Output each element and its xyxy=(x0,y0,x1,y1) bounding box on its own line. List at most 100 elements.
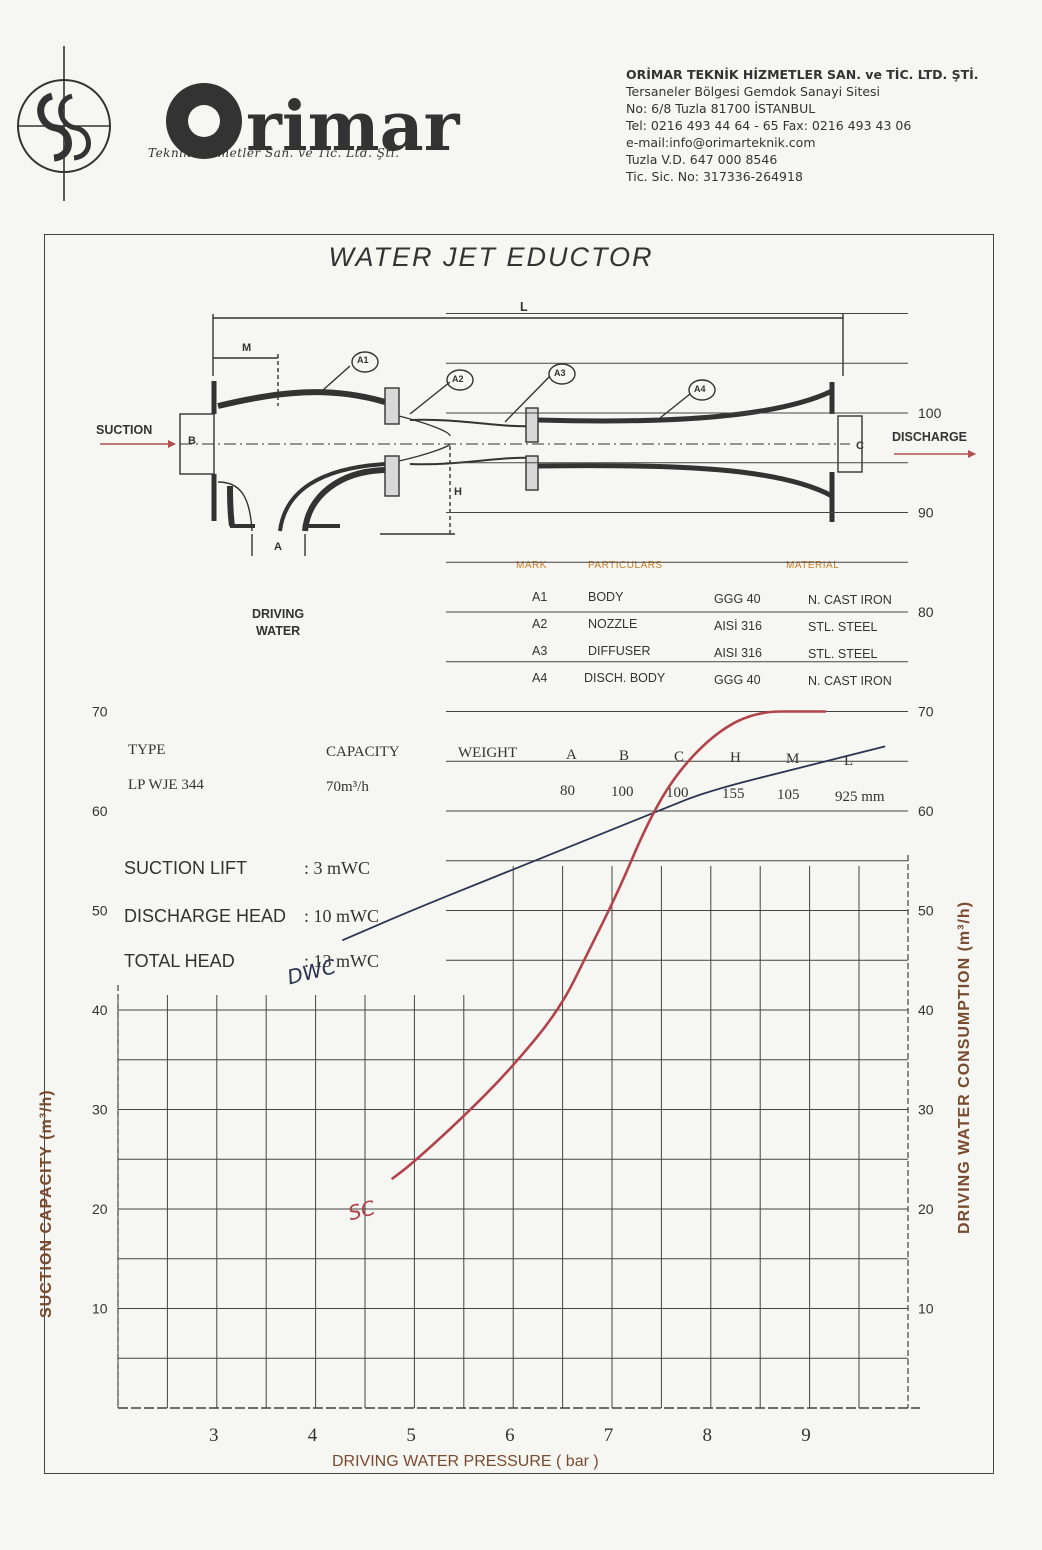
y-left-tick-label: 10 xyxy=(92,1301,108,1317)
y-right-tick-label: 10 xyxy=(918,1301,934,1317)
company-email: e-mail:info@orimarteknik.com xyxy=(626,135,816,150)
company-phone: Tel: 0216 493 44 64 - 65 Fax: 0216 493 4… xyxy=(626,118,912,133)
spec-header-m: M xyxy=(786,751,800,767)
y-left-tick-label: 20 xyxy=(92,1201,108,1217)
spec-header-b: B xyxy=(619,748,630,764)
logo-tagline: Teknik Hizmetler San. ve Tic. Ltd. Şti. xyxy=(148,146,400,160)
condition-label: DISCHARGE HEAD xyxy=(124,906,287,926)
parts-row-grade: AISİ 316 xyxy=(714,619,762,633)
series-line-dwc xyxy=(341,745,886,942)
company-address-1: Tersaneler Bölgesi Gemdok Sanayi Sitesi xyxy=(626,84,881,99)
x-tick-label: 7 xyxy=(604,1425,614,1446)
y-left-tick-label: 60 xyxy=(92,803,108,819)
dim-label-h: H xyxy=(454,486,462,498)
y-right-tick-label: 40 xyxy=(918,1002,934,1018)
series-label-sc: SC xyxy=(346,1195,378,1225)
company-address-2: No: 6/8 Tuzla 81700 İSTANBUL xyxy=(626,101,816,116)
y-right-tick-label: 30 xyxy=(918,1102,934,1118)
y-left-tick-label: 70 xyxy=(92,704,108,720)
svg-text:rimar: rimar xyxy=(246,87,461,167)
dim-label-b: B xyxy=(188,435,196,447)
x-axis-label: DRIVING WATER PRESSURE ( bar ) xyxy=(332,1453,599,1470)
driving-water-label-1: DRIVING xyxy=(252,607,305,621)
x-tick-label: 3 xyxy=(209,1425,219,1446)
spec-h: 155 xyxy=(722,786,745,802)
y-axis-left-label: SUCTION CAPACITY (m³/h) xyxy=(38,1089,55,1318)
company-registry-no: Tic. Sic. No: 317336-264918 xyxy=(626,169,803,184)
parts-row-mark: A4 xyxy=(532,671,548,685)
company-tax-id: Tuzla V.D. 647 000 8546 xyxy=(626,152,778,167)
parts-row-grade: AISI 316 xyxy=(714,646,762,660)
x-tick-label: 5 xyxy=(406,1425,416,1446)
condition-value: : 3 mWC xyxy=(304,858,370,878)
spec-header-type: TYPE xyxy=(128,742,166,758)
series-label-dwc: DWC xyxy=(285,954,339,989)
spec-b: 100 xyxy=(611,784,634,800)
dim-label-c: C xyxy=(856,440,864,452)
spec-c: 100 xyxy=(666,785,689,801)
condition-value: : 13 mWC xyxy=(304,951,379,971)
y-right-tick-label: 50 xyxy=(918,903,934,919)
series-line-sc xyxy=(390,710,826,1181)
spec-header-a: A xyxy=(566,747,577,763)
parts-row-mark: A3 xyxy=(532,644,548,658)
driving-water-label-2: WATER xyxy=(256,624,301,638)
parts-row-grade: GGG 40 xyxy=(714,592,761,606)
condition-value: : 10 mWC xyxy=(304,906,379,926)
condition-label: SUCTION LIFT xyxy=(124,858,248,878)
y-left-tick-label: 40 xyxy=(92,1002,108,1018)
parts-row-particular: BODY xyxy=(588,590,624,604)
dim-label-a: A xyxy=(274,541,282,553)
datasheet-frame xyxy=(44,234,994,1474)
x-tick-label: 8 xyxy=(703,1425,713,1446)
parts-row-material: N. CAST IRON xyxy=(808,593,892,607)
parts-header-mark: MARK xyxy=(516,560,547,571)
company-address-block: ORİMAR TEKNİK HİZMETLER SAN. ve TİC. LTD… xyxy=(626,66,979,185)
orimar-logo-icon: rimar xyxy=(17,46,461,201)
company-name: ORİMAR TEKNİK HİZMETLER SAN. ve TİC. LTD… xyxy=(626,67,979,82)
parts-row-particular: NOZZLE xyxy=(588,617,638,631)
callout-a2: A2 xyxy=(452,374,464,384)
y-right-tick-label: 90 xyxy=(918,505,934,521)
condition-suction-lift: SUCTION LIFT : 3 mWC xyxy=(124,858,370,879)
y-left-tick-label: 50 xyxy=(92,903,108,919)
y-right-tick-label: 70 xyxy=(918,704,934,720)
callout-a3: A3 xyxy=(554,368,566,378)
spec-header-weight: WEIGHT xyxy=(458,745,518,761)
condition-label: TOTAL HEAD xyxy=(124,951,235,971)
parts-row-material: N. CAST IRON xyxy=(808,674,892,688)
company-logo: rimar Teknik Hizmetler San. ve Tic. Ltd.… xyxy=(14,46,494,206)
y-right-tick-label: 20 xyxy=(918,1201,934,1217)
condition-total-head: TOTAL HEAD : 13 mWC xyxy=(124,951,379,972)
spec-l: 925 mm xyxy=(835,789,885,805)
spec-capacity: 70m³/h xyxy=(326,779,369,795)
parts-row-mark: A1 xyxy=(532,590,548,604)
spec-header-h: H xyxy=(730,750,741,766)
parts-header-particulars: PARTICULARS xyxy=(588,560,663,571)
condition-discharge-head: DISCHARGE HEAD : 10 mWC xyxy=(124,906,379,927)
y-right-tick-label: 80 xyxy=(918,604,934,620)
eductor-cross-section-diagram xyxy=(100,314,976,556)
spec-header-c: C xyxy=(674,749,685,765)
parts-row-mark: A2 xyxy=(532,617,548,631)
page-title: WATER JET EDUCTOR xyxy=(328,242,654,272)
y-axis-right-label: DRIVING WATER CONSUMPTION (m³/h) xyxy=(956,900,973,1234)
callout-a1: A1 xyxy=(357,355,369,365)
suction-label: SUCTION xyxy=(96,423,153,437)
spec-a: 80 xyxy=(560,783,575,799)
parts-row-grade: GGG 40 xyxy=(714,673,761,687)
parts-row-material: STL. STEEL xyxy=(808,647,878,661)
y-right-tick-label: 60 xyxy=(918,803,934,819)
discharge-label: DISCHARGE xyxy=(892,430,968,444)
parts-row-material: STL. STEEL xyxy=(808,620,878,634)
y-left-tick-label: 30 xyxy=(92,1102,108,1118)
x-tick-label: 6 xyxy=(505,1425,514,1446)
x-tick-label: 4 xyxy=(308,1425,318,1446)
callout-a4: A4 xyxy=(694,384,706,394)
parts-header-material: MATERIAL xyxy=(786,560,840,571)
dim-label-l: L xyxy=(520,300,528,314)
dim-label-m: M xyxy=(242,342,252,354)
parts-row-particular: DISCH. BODY xyxy=(584,671,666,685)
parts-row-particular: DIFFUSER xyxy=(588,644,651,658)
